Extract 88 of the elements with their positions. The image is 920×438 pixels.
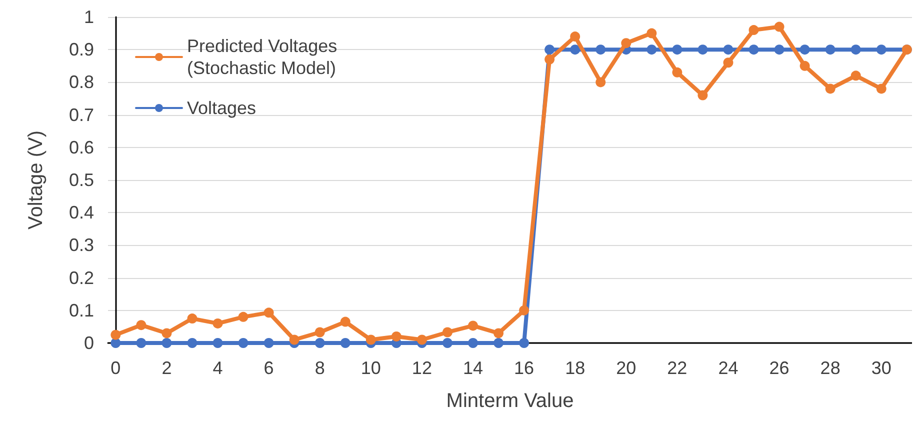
point bbox=[748, 44, 759, 55]
point bbox=[800, 60, 810, 71]
point bbox=[212, 318, 223, 328]
point bbox=[723, 58, 734, 68]
x-tick-label: 6 bbox=[264, 358, 274, 378]
x-tick-label: 24 bbox=[718, 358, 738, 378]
point bbox=[774, 22, 784, 32]
x-tick-label: 8 bbox=[314, 358, 325, 378]
point bbox=[825, 44, 836, 55]
x-tick-label: 14 bbox=[462, 358, 484, 378]
point bbox=[391, 331, 402, 342]
point bbox=[212, 338, 223, 348]
point bbox=[187, 314, 198, 324]
point bbox=[800, 44, 810, 55]
x-tick-label: 22 bbox=[667, 358, 688, 378]
point bbox=[519, 338, 530, 348]
x-axis-title: Minterm Value bbox=[446, 390, 574, 412]
point bbox=[468, 320, 478, 331]
point bbox=[698, 90, 708, 100]
point bbox=[672, 44, 682, 55]
legend-label: Predicted Voltages (Stochastic Model) bbox=[187, 36, 338, 78]
point bbox=[646, 44, 657, 55]
point bbox=[825, 84, 836, 94]
point bbox=[238, 338, 248, 348]
point bbox=[596, 77, 606, 88]
point bbox=[494, 328, 504, 338]
y-tick-label: 0 bbox=[84, 333, 94, 353]
x-tick-label: 2 bbox=[162, 358, 172, 378]
legend-label: Voltages bbox=[187, 98, 256, 118]
point bbox=[187, 338, 198, 348]
point bbox=[136, 320, 146, 330]
point bbox=[468, 338, 478, 348]
y-tick-label: 0.8 bbox=[68, 72, 94, 92]
point bbox=[774, 44, 784, 55]
y-tick-label: 0.9 bbox=[68, 40, 94, 60]
point bbox=[621, 38, 632, 48]
point bbox=[876, 44, 886, 55]
point bbox=[110, 338, 121, 348]
x-tick-label: 16 bbox=[514, 358, 534, 378]
point bbox=[289, 334, 300, 345]
y-tick-label: 1 bbox=[84, 7, 94, 27]
point bbox=[494, 338, 504, 348]
point bbox=[596, 44, 606, 55]
point bbox=[442, 327, 452, 338]
point bbox=[314, 338, 325, 348]
point bbox=[850, 44, 861, 55]
point bbox=[748, 25, 759, 36]
point bbox=[723, 44, 734, 55]
point bbox=[366, 334, 376, 345]
point bbox=[238, 312, 248, 322]
y-tick-label: 0.3 bbox=[68, 235, 94, 256]
y-tick-label: 0.5 bbox=[68, 170, 94, 190]
point bbox=[519, 305, 530, 316]
y-axis-title: Voltage (V) bbox=[25, 130, 47, 230]
point bbox=[264, 308, 274, 318]
x-tick-label: 4 bbox=[212, 358, 223, 378]
x-tick-label: 12 bbox=[412, 358, 432, 378]
x-tick-label: 30 bbox=[871, 358, 892, 378]
point bbox=[876, 84, 886, 94]
point bbox=[544, 54, 555, 64]
x-tick-label: 26 bbox=[769, 358, 790, 378]
point bbox=[544, 44, 555, 55]
x-tick-label: 18 bbox=[565, 358, 586, 378]
point bbox=[162, 338, 172, 348]
point bbox=[570, 44, 580, 55]
x-tick-label: 0 bbox=[110, 358, 121, 378]
y-tick-label: 0.7 bbox=[68, 104, 94, 125]
x-tick-label: 10 bbox=[360, 358, 381, 378]
x-tick-label: 28 bbox=[820, 358, 840, 378]
y-tick-label: 0.2 bbox=[68, 268, 94, 288]
point bbox=[570, 32, 580, 42]
y-tick-label: 0.4 bbox=[68, 202, 94, 223]
point bbox=[162, 328, 172, 338]
point bbox=[110, 330, 121, 340]
point bbox=[850, 70, 861, 81]
point bbox=[136, 338, 146, 348]
point bbox=[442, 338, 452, 348]
point bbox=[264, 338, 274, 348]
x-tick-label: 20 bbox=[616, 358, 636, 378]
point bbox=[416, 334, 427, 345]
point bbox=[314, 327, 325, 338]
point bbox=[672, 67, 682, 78]
point bbox=[646, 28, 657, 38]
point bbox=[698, 44, 708, 55]
point bbox=[340, 316, 350, 327]
y-tick-label: 0.1 bbox=[68, 300, 94, 320]
y-tick-label: 0.6 bbox=[68, 137, 94, 158]
point bbox=[340, 338, 350, 348]
